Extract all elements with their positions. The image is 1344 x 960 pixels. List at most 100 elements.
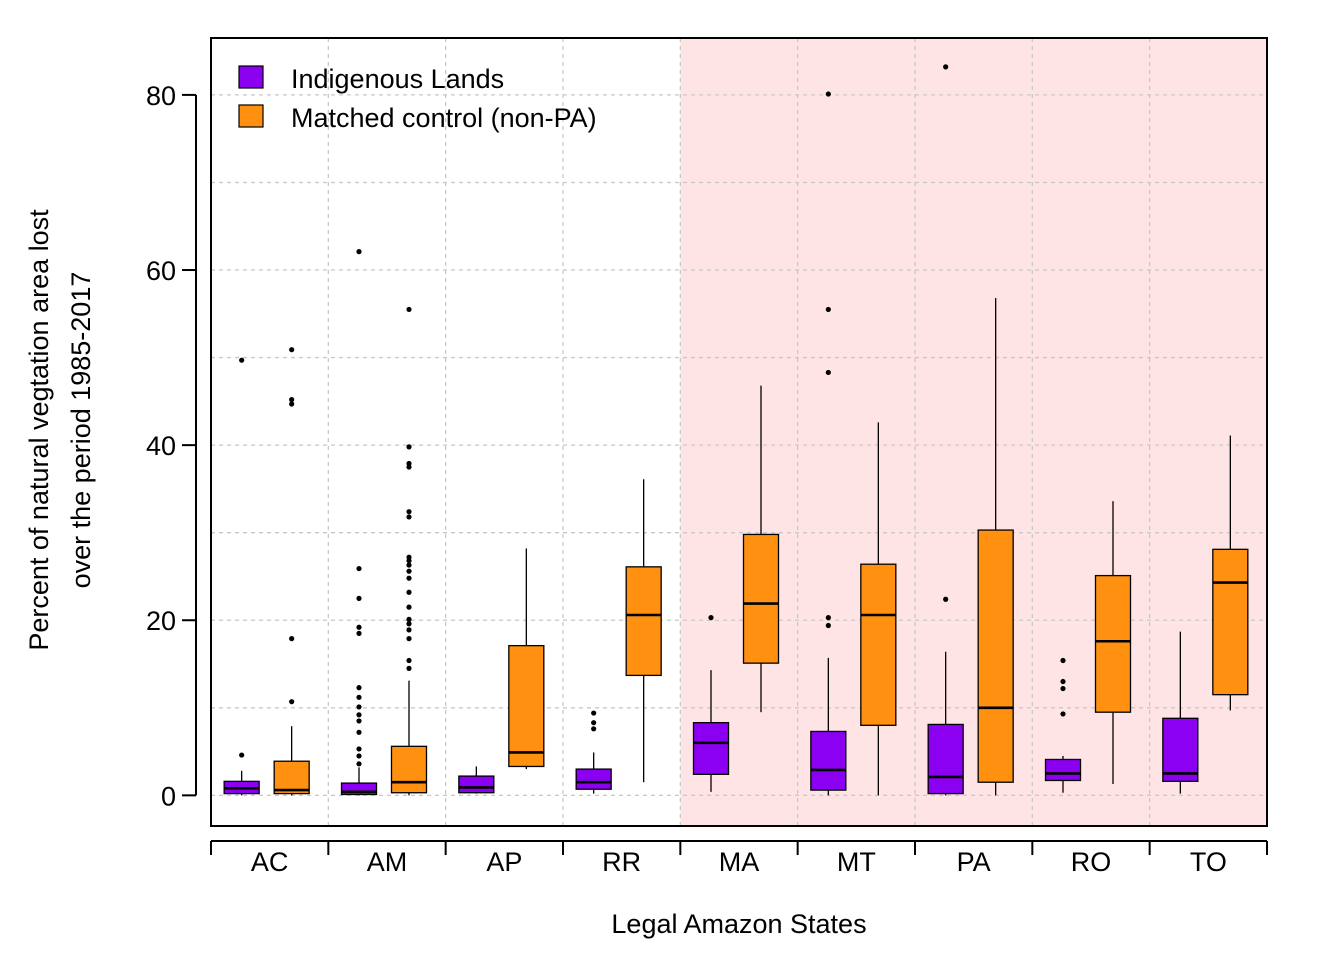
outlier-point <box>825 91 831 97</box>
outlier-point <box>289 397 295 403</box>
outlier-point <box>356 565 362 572</box>
outlier-point <box>1060 657 1066 664</box>
outlier-point <box>356 729 362 735</box>
box-MT-control <box>860 422 897 796</box>
outlier-point <box>406 509 412 515</box>
outlier-point <box>289 401 295 407</box>
outlier-point <box>356 761 362 767</box>
box-body <box>927 723 964 795</box>
plot-frame <box>210 37 1268 827</box>
outlier-point <box>406 657 412 664</box>
outlier-point <box>289 347 295 353</box>
outlier-point <box>591 720 597 726</box>
box-body <box>1044 758 1082 782</box>
outlier-point <box>406 568 412 574</box>
x-axis: AC AM AP RR MA MT PA RO TO <box>210 840 1268 877</box>
legend-swatch-indigenous <box>238 65 264 89</box>
outlier-point <box>356 630 362 636</box>
legend: Indigenous Lands Matched control (non-PA… <box>238 64 597 133</box>
x-tick-label: RR <box>602 847 641 877</box>
outlier-point <box>406 444 412 450</box>
box-AP-control <box>508 548 545 770</box>
outlier-point <box>406 562 412 568</box>
box-MA-control <box>742 385 780 713</box>
box-body <box>340 782 378 796</box>
box-TO-indigenous <box>1162 631 1199 794</box>
outlier-point <box>1060 685 1066 692</box>
outlier-point <box>356 249 362 255</box>
y-tick-label: 80 <box>146 81 176 111</box>
box-body <box>508 644 545 768</box>
outlier-point <box>356 712 362 718</box>
y-axis-title-line-1: Percent of natural vegtation area lost <box>24 209 54 651</box>
legend-swatch-control <box>238 104 264 128</box>
x-tick-label: AM <box>367 847 408 877</box>
x-tick-label: MA <box>719 847 760 877</box>
outlier-point <box>1060 678 1066 685</box>
outlier-point <box>406 621 412 627</box>
box-body <box>458 775 495 794</box>
outlier-point <box>406 306 412 313</box>
outlier-point <box>406 589 412 595</box>
box-body <box>742 533 780 664</box>
box-body <box>625 566 662 677</box>
box-body <box>575 768 612 790</box>
box-AM-control <box>390 306 428 796</box>
outlier-point <box>356 685 362 691</box>
y-axis-title-line-2: over the period 1985-2017 <box>66 272 96 589</box>
box-body <box>273 760 310 795</box>
outlier-point <box>406 665 412 672</box>
outlier-point <box>356 595 362 601</box>
outlier-point <box>239 752 245 758</box>
outlier-point <box>1060 711 1066 717</box>
box-AP-indigenous <box>458 766 495 794</box>
box-RR-control <box>625 479 662 783</box>
x-axis-title: Legal Amazon States <box>611 909 866 939</box>
outlier-point <box>825 306 831 313</box>
outlier-point <box>239 357 245 363</box>
box-body <box>1162 717 1199 782</box>
box-AC-control <box>273 347 310 796</box>
y-tick-label: 40 <box>146 431 176 461</box>
y-tick-label: 0 <box>161 781 176 811</box>
outlier-point <box>356 624 362 630</box>
y-tick-label: 60 <box>146 256 176 286</box>
box-AC-indigenous <box>223 357 260 796</box>
x-tick-label: PA <box>957 847 991 877</box>
outlier-point <box>825 622 831 629</box>
outlier-point <box>406 604 412 610</box>
outlier-point <box>406 460 412 467</box>
box-MT-indigenous <box>810 91 847 796</box>
outlier-point <box>356 704 362 710</box>
x-tick-label: MT <box>837 847 876 877</box>
outlier-point <box>406 616 412 622</box>
outlier-point <box>708 615 714 621</box>
outlier-point <box>356 753 362 759</box>
y-tick-label: 20 <box>146 606 176 636</box>
outlier-point <box>825 615 831 621</box>
box-AM-indigenous <box>340 249 378 796</box>
outlier-point <box>356 694 362 700</box>
x-tick-label: AC <box>251 847 289 877</box>
grid <box>211 38 1267 826</box>
y-axis: 0 20 40 60 80 <box>146 81 197 811</box>
box-body <box>390 745 428 794</box>
outlier-point <box>406 636 412 642</box>
x-tick-label: TO <box>1190 847 1227 877</box>
outlier-point <box>289 636 295 642</box>
legend-label-indigenous: Indigenous Lands <box>291 64 504 94</box>
legend-label-control: Matched control (non-PA) <box>291 103 597 133</box>
box-body <box>810 730 847 791</box>
box-body <box>1212 548 1249 696</box>
outlier-point <box>943 596 949 602</box>
outlier-point <box>289 699 295 705</box>
box-MA-indigenous <box>692 615 730 792</box>
x-tick-label: AP <box>486 847 522 877</box>
outlier-point <box>406 575 412 581</box>
outlier-point <box>356 718 362 724</box>
outlier-point <box>591 710 597 716</box>
box-plots <box>223 64 1249 796</box>
box-body <box>860 563 897 726</box>
shaded-region <box>680 38 1267 826</box>
